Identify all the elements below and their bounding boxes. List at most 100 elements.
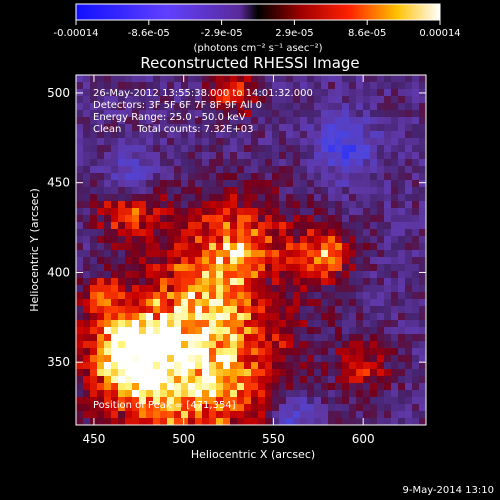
heatmap-cell — [321, 159, 329, 167]
heatmap-cell — [181, 124, 189, 132]
heatmap-cell — [174, 194, 182, 202]
heatmap-cell — [272, 397, 280, 405]
heatmap-cell — [118, 313, 126, 321]
heatmap-cell — [174, 201, 182, 209]
heatmap-cell — [104, 411, 112, 419]
heatmap-cell — [391, 278, 399, 286]
heatmap-cell — [391, 236, 399, 244]
heatmap-cell — [90, 292, 98, 300]
heatmap-cell — [279, 89, 287, 97]
heatmap-cell — [132, 299, 140, 307]
heatmap-cell — [356, 103, 364, 111]
heatmap-cell — [300, 75, 308, 83]
heatmap-cell — [237, 138, 245, 146]
heatmap-cell — [342, 257, 350, 265]
annotation-line: Energy Range: 25.0 - 50.0 keV — [93, 112, 246, 123]
heatmap-cell — [293, 327, 301, 335]
heatmap-cell — [223, 397, 231, 405]
heatmap-cell — [321, 320, 329, 328]
heatmap-cell — [160, 194, 168, 202]
heatmap-cell — [342, 103, 350, 111]
heatmap-cell — [300, 341, 308, 349]
heatmap-cell — [216, 341, 224, 349]
heatmap-cell — [342, 390, 350, 398]
heatmap-cell — [342, 341, 350, 349]
heatmap-cell — [328, 103, 336, 111]
heatmap-cell — [188, 89, 196, 97]
heatmap-cell — [391, 376, 399, 384]
heatmap-cell — [139, 418, 147, 425]
heatmap-cell — [335, 215, 343, 223]
heatmap-cell — [132, 327, 140, 335]
heatmap-cell — [279, 348, 287, 356]
heatmap-cell — [293, 222, 301, 230]
heatmap-cell — [377, 166, 385, 174]
heatmap-cell — [202, 145, 210, 153]
heatmap-cell — [202, 285, 210, 293]
heatmap-cell — [195, 383, 203, 391]
heatmap-cell — [244, 285, 252, 293]
heatmap-cell — [286, 180, 294, 188]
heatmap-cell — [293, 355, 301, 363]
heatmap-cell — [356, 215, 364, 223]
heatmap-cell — [83, 334, 91, 342]
heatmap-cell — [132, 292, 140, 300]
heatmap-cell — [223, 362, 231, 370]
heatmap-cell — [328, 194, 336, 202]
heatmap-cell — [321, 369, 329, 377]
heatmap-cell — [251, 397, 259, 405]
heatmap-cell — [111, 285, 119, 293]
heatmap-cell — [125, 348, 133, 356]
heatmap-cell — [160, 103, 168, 111]
heatmap-cell — [97, 264, 105, 272]
heatmap-cell — [293, 348, 301, 356]
heatmap-cell — [356, 96, 364, 104]
heatmap-cell — [174, 306, 182, 314]
heatmap-cell — [111, 369, 119, 377]
heatmap-cell — [202, 166, 210, 174]
heatmap-cell — [328, 320, 336, 328]
heatmap-cell — [237, 355, 245, 363]
heatmap-cell — [195, 271, 203, 279]
heatmap-cell — [188, 376, 196, 384]
heatmap-cell — [384, 187, 392, 195]
heatmap-cell — [125, 229, 133, 237]
heatmap-cell — [398, 187, 406, 195]
heatmap-cell — [384, 201, 392, 209]
heatmap-cell — [160, 334, 168, 342]
heatmap-cell — [83, 264, 91, 272]
heatmap-cell — [216, 145, 224, 153]
heatmap-cell — [300, 264, 308, 272]
heatmap-cell — [160, 208, 168, 216]
heatmap-cell — [146, 159, 154, 167]
heatmap-cell — [321, 250, 329, 258]
heatmap-cell — [83, 306, 91, 314]
heatmap-cell — [412, 334, 420, 342]
heatmap-cell — [419, 124, 426, 132]
heatmap-cell — [356, 362, 364, 370]
heatmap-cell — [76, 320, 84, 328]
heatmap-cell — [349, 201, 357, 209]
heatmap-cell — [181, 180, 189, 188]
heatmap-cell — [370, 390, 378, 398]
heatmap-cell — [307, 334, 315, 342]
heatmap-cell — [90, 138, 98, 146]
heatmap-cell — [139, 145, 147, 153]
heatmap-cell — [307, 397, 315, 405]
heatmap-cell — [202, 117, 210, 125]
heatmap-cell — [132, 208, 140, 216]
heatmap-cell — [104, 383, 112, 391]
heatmap-cell — [328, 390, 336, 398]
heatmap-cell — [335, 159, 343, 167]
heatmap-cell — [83, 82, 91, 90]
heatmap-cell — [398, 180, 406, 188]
heatmap-cell — [244, 166, 252, 174]
heatmap-cell — [258, 369, 266, 377]
heatmap-cell — [97, 243, 105, 251]
heatmap-cell — [188, 138, 196, 146]
heatmap-cell — [335, 327, 343, 335]
heatmap-cell — [272, 376, 280, 384]
heatmap-cell — [349, 152, 357, 160]
heatmap-cell — [160, 271, 168, 279]
